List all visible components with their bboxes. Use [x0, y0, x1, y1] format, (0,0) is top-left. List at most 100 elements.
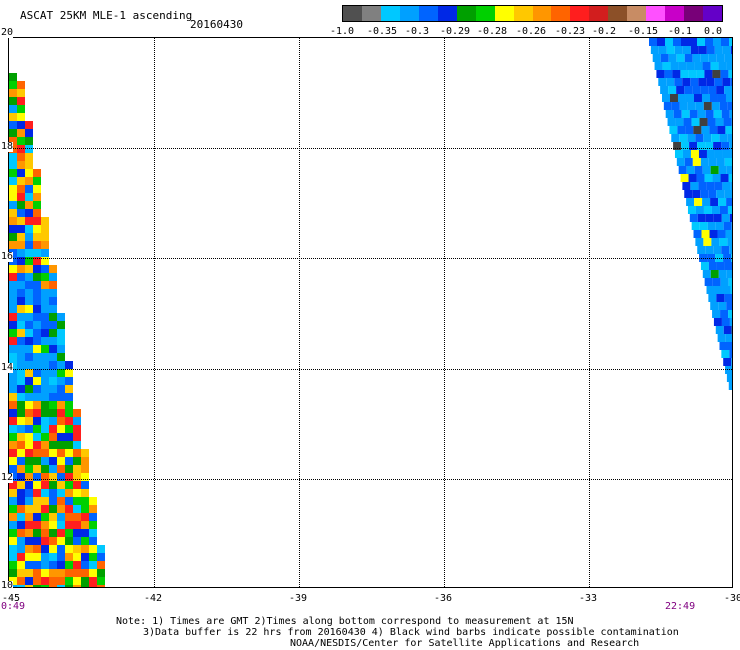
swath-cell: [25, 257, 33, 265]
swath-cell: [73, 473, 81, 481]
swath-cell: [49, 513, 57, 521]
swath-cell: [723, 358, 732, 366]
swath-cell: [9, 89, 17, 97]
swath-cell: [73, 545, 81, 553]
swath-cell: [25, 417, 33, 425]
swath-cell: [41, 385, 49, 393]
swath-cell: [25, 465, 33, 473]
swath-cell: [9, 409, 17, 417]
swath-cell: [9, 265, 17, 273]
swath-cell: [57, 537, 65, 545]
swath-cell: [49, 553, 57, 561]
swath-cell: [17, 497, 25, 505]
swath-cell: [17, 249, 25, 257]
map-date: 20160430: [190, 18, 243, 31]
swath-cell: [17, 449, 25, 457]
swath-cell: [727, 102, 732, 110]
swath-cell: [679, 134, 688, 142]
swath-cell: [33, 225, 41, 233]
swath-cell: [699, 118, 708, 126]
swath-cell: [73, 537, 81, 545]
swath-cell: [9, 193, 17, 201]
swath-cell: [89, 521, 97, 529]
swath-cell: [33, 321, 41, 329]
swath-cell: [49, 521, 57, 529]
grid-line-vertical: [299, 38, 300, 587]
swath-cell: [33, 281, 41, 289]
swath-cell: [9, 401, 17, 409]
swath-cell: [57, 577, 65, 585]
colorbar-label: -0.29: [439, 26, 471, 37]
swath-cell: [25, 185, 33, 193]
swath-cell: [729, 318, 732, 326]
swath-cell: [723, 326, 732, 334]
swath-cell: [25, 297, 33, 305]
swath-cell: [9, 201, 17, 209]
swath-cell: [716, 158, 725, 166]
swath-cell: [9, 457, 17, 465]
swath-cell: [17, 257, 25, 265]
swath-cell: [9, 529, 17, 537]
colorbar-segment: [380, 6, 400, 21]
swath-cell: [17, 153, 25, 161]
swath-cell: [17, 289, 25, 297]
swath-cell: [705, 142, 714, 150]
swath-cell: [714, 182, 723, 190]
colorbar-segment: [475, 6, 495, 21]
swath-cell: [33, 521, 41, 529]
colorbar-label: -1.0: [329, 26, 355, 37]
swath-cell: [674, 78, 683, 86]
grid-line-horizontal: [9, 148, 732, 150]
swath-cell: [730, 150, 732, 158]
swath-cell: [33, 481, 41, 489]
swath-cell: [73, 569, 81, 577]
swath-cell: [33, 345, 41, 353]
swath-cell: [723, 254, 732, 262]
swath-cell: [25, 385, 33, 393]
swath-cell: [9, 465, 17, 473]
swath-cell: [688, 70, 697, 78]
swath-cell: [698, 182, 707, 190]
swath-cell: [17, 97, 25, 105]
swath-cell: [41, 425, 49, 433]
swath-cell: [720, 70, 729, 78]
swath-cell: [17, 161, 25, 169]
swath-cell: [666, 78, 675, 86]
swath-cell: [9, 505, 17, 513]
swath-cell: [715, 222, 724, 230]
swath-cell: [25, 241, 33, 249]
swath-cell: [25, 321, 33, 329]
swath-cell: [17, 329, 25, 337]
swath-cell: [41, 273, 49, 281]
swath-cell: [9, 241, 17, 249]
swath-cell: [25, 281, 33, 289]
swath-cell: [714, 150, 723, 158]
swath-cell: [698, 150, 707, 158]
swath-cell: [33, 561, 41, 569]
swath-cell: [723, 118, 732, 126]
swath-cell: [708, 54, 717, 62]
swath-cell: [724, 54, 732, 62]
swath-cell: [33, 449, 41, 457]
x-tick-label: -30: [723, 593, 740, 604]
swath-cell: [57, 353, 65, 361]
swath-cell: [702, 166, 711, 174]
swath-cell: [9, 305, 17, 313]
swath-cell: [691, 118, 700, 126]
swath-cell: [695, 134, 704, 142]
swath-cell: [89, 497, 97, 505]
swath-cell: [97, 553, 105, 561]
swath-cell: [673, 38, 681, 46]
swath-cell: [17, 489, 25, 497]
swath-cell: [57, 529, 65, 537]
swath-cell: [711, 134, 720, 142]
swath-cell: [41, 513, 49, 521]
swath-cell: [41, 521, 49, 529]
swath-cell: [9, 97, 17, 105]
swath-cell: [721, 142, 730, 150]
swath-cell: [17, 177, 25, 185]
swath-cell: [721, 246, 730, 254]
swath-cell: [702, 198, 711, 206]
swath-cell: [657, 38, 665, 46]
swath-cell: [706, 286, 715, 294]
